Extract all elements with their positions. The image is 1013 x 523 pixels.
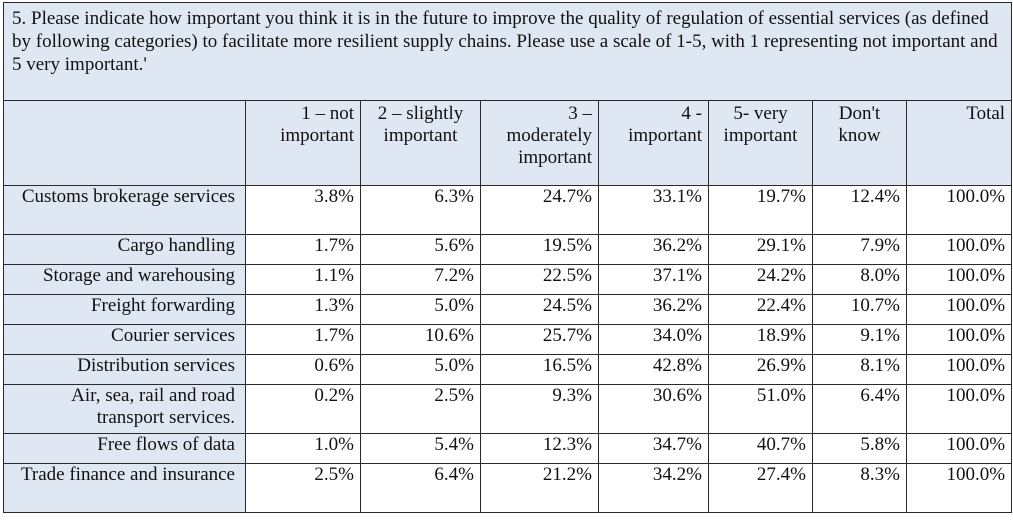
table-cell: 27.4% bbox=[708, 463, 813, 513]
row-label: Customs brokerage services bbox=[3, 185, 246, 235]
table-cell: 8.1% bbox=[812, 354, 907, 385]
table-row: Air, sea, rail and road transport servic… bbox=[3, 384, 1013, 434]
row-label: Cargo handling bbox=[3, 234, 246, 265]
table-cell: 21.2% bbox=[480, 463, 599, 513]
table-cell: 8.0% bbox=[812, 264, 907, 295]
table-cell: 34.7% bbox=[598, 433, 709, 464]
table-cell: 6.4% bbox=[360, 463, 481, 513]
table-cell: 1.0% bbox=[245, 433, 361, 464]
table-cell: 100.0% bbox=[905, 294, 1013, 325]
table-cell: 100.0% bbox=[905, 264, 1013, 295]
table-cell: 100.0% bbox=[905, 433, 1013, 464]
row-label: Free flows of data bbox=[3, 433, 246, 464]
column-header: 1 – not important bbox=[245, 100, 361, 186]
table-cell: 24.2% bbox=[708, 264, 813, 295]
row-label: Courier services bbox=[3, 324, 246, 355]
table-cell: 10.6% bbox=[360, 324, 481, 355]
table-cell: 36.2% bbox=[598, 234, 709, 265]
table-cell: 37.1% bbox=[598, 264, 709, 295]
table-cell: 7.9% bbox=[812, 234, 907, 265]
table-cell: 1.7% bbox=[245, 324, 361, 355]
table-row: Cargo handling 1.7% 5.6% 19.5% 36.2% 29.1% 7.9… bbox=[3, 234, 1013, 265]
table-cell: 5.4% bbox=[360, 433, 481, 464]
table-row: Storage and warehousing 1.1% 7.2% 22.5% 37.1… bbox=[3, 264, 1013, 295]
table-cell: 6.4% bbox=[812, 384, 907, 434]
table-cell: 100.0% bbox=[905, 463, 1013, 513]
column-header: 3 – moderately important bbox=[480, 100, 599, 186]
table-cell: 2.5% bbox=[360, 384, 481, 434]
table-cell: 9.3% bbox=[480, 384, 599, 434]
column-header: Don't know bbox=[812, 100, 907, 186]
table-cell: 1.1% bbox=[245, 264, 361, 295]
table-cell: 100.0% bbox=[905, 354, 1013, 385]
table-row: Distribution services 0.6% 5.0% 16.5% 42.8% 2… bbox=[3, 354, 1013, 385]
table-cell: 8.3% bbox=[812, 463, 907, 513]
table-cell: 12.4% bbox=[812, 185, 907, 235]
table-cell: 34.2% bbox=[598, 463, 709, 513]
table-cell: 22.4% bbox=[708, 294, 813, 325]
row-label: Trade finance and insurance bbox=[3, 463, 246, 513]
row-label: Freight forwarding bbox=[3, 294, 246, 325]
table-cell: 0.6% bbox=[245, 354, 361, 385]
table-cell: 100.0% bbox=[905, 324, 1013, 355]
table-cell: 100.0% bbox=[905, 234, 1013, 265]
table-cell: 51.0% bbox=[708, 384, 813, 434]
row-label: Storage and warehousing bbox=[3, 264, 246, 295]
column-header: Total bbox=[905, 100, 1013, 186]
table-body: Customs brokerage services 3.8% 6.3% 24.7% 3… bbox=[3, 185, 1013, 513]
table-cell: 25.7% bbox=[480, 324, 599, 355]
column-header-row: 1 – not important 2 – slightly important… bbox=[3, 100, 1013, 186]
table-cell: 1.3% bbox=[245, 294, 361, 325]
table-cell: 10.7% bbox=[812, 294, 907, 325]
table-cell: 0.2% bbox=[245, 384, 361, 434]
table-cell: 5.0% bbox=[360, 294, 481, 325]
table-cell: 7.2% bbox=[360, 264, 481, 295]
table-cell: 19.7% bbox=[708, 185, 813, 235]
table-cell: 29.1% bbox=[708, 234, 813, 265]
table-row: Freight forwarding 1.3% 5.0% 24.5% 36.2% 22.4… bbox=[3, 294, 1013, 325]
table-cell: 100.0% bbox=[905, 384, 1013, 434]
table-cell: 9.1% bbox=[812, 324, 907, 355]
table-row: Customs brokerage services 3.8% 6.3% 24.7% 3… bbox=[3, 185, 1013, 235]
row-label-header bbox=[3, 100, 246, 186]
table-cell: 22.5% bbox=[480, 264, 599, 295]
survey-results-table: 5. Please indicate how important you thi… bbox=[2, 2, 1013, 513]
column-header: 2 – slightly important bbox=[360, 100, 481, 186]
table-cell: 100.0% bbox=[905, 185, 1013, 235]
column-header: 5- very important bbox=[708, 100, 813, 186]
table-cell: 12.3% bbox=[480, 433, 599, 464]
table-cell: 26.9% bbox=[708, 354, 813, 385]
table-cell: 3.8% bbox=[245, 185, 361, 235]
table-cell: 5.6% bbox=[360, 234, 481, 265]
question-text: 5. Please indicate how important you thi… bbox=[2, 2, 1013, 101]
row-label: Distribution services bbox=[3, 354, 246, 385]
table-cell: 24.7% bbox=[480, 185, 599, 235]
table-cell: 24.5% bbox=[480, 294, 599, 325]
table-cell: 18.9% bbox=[708, 324, 813, 355]
table-cell: 40.7% bbox=[708, 433, 813, 464]
table-cell: 5.0% bbox=[360, 354, 481, 385]
column-header: 4 - important bbox=[598, 100, 709, 186]
row-label: Air, sea, rail and road transport servic… bbox=[3, 384, 246, 434]
table-cell: 2.5% bbox=[245, 463, 361, 513]
table-row: Trade finance and insurance 2.5% 6.4% 21.2%… bbox=[3, 463, 1013, 513]
table-cell: 42.8% bbox=[598, 354, 709, 385]
table-cell: 19.5% bbox=[480, 234, 599, 265]
table-cell: 36.2% bbox=[598, 294, 709, 325]
table-cell: 6.3% bbox=[360, 185, 481, 235]
table-row: Courier services 1.7% 10.6% 25.7% 34.0% 18.9%… bbox=[3, 324, 1013, 355]
table-cell: 5.8% bbox=[812, 433, 907, 464]
table-cell: 33.1% bbox=[598, 185, 709, 235]
table-cell: 16.5% bbox=[480, 354, 599, 385]
table-row: Free flows of data 1.0% 5.4% 12.3% 34.7% 40.7… bbox=[3, 433, 1013, 464]
table-cell: 30.6% bbox=[598, 384, 709, 434]
table-cell: 34.0% bbox=[598, 324, 709, 355]
table-cell: 1.7% bbox=[245, 234, 361, 265]
